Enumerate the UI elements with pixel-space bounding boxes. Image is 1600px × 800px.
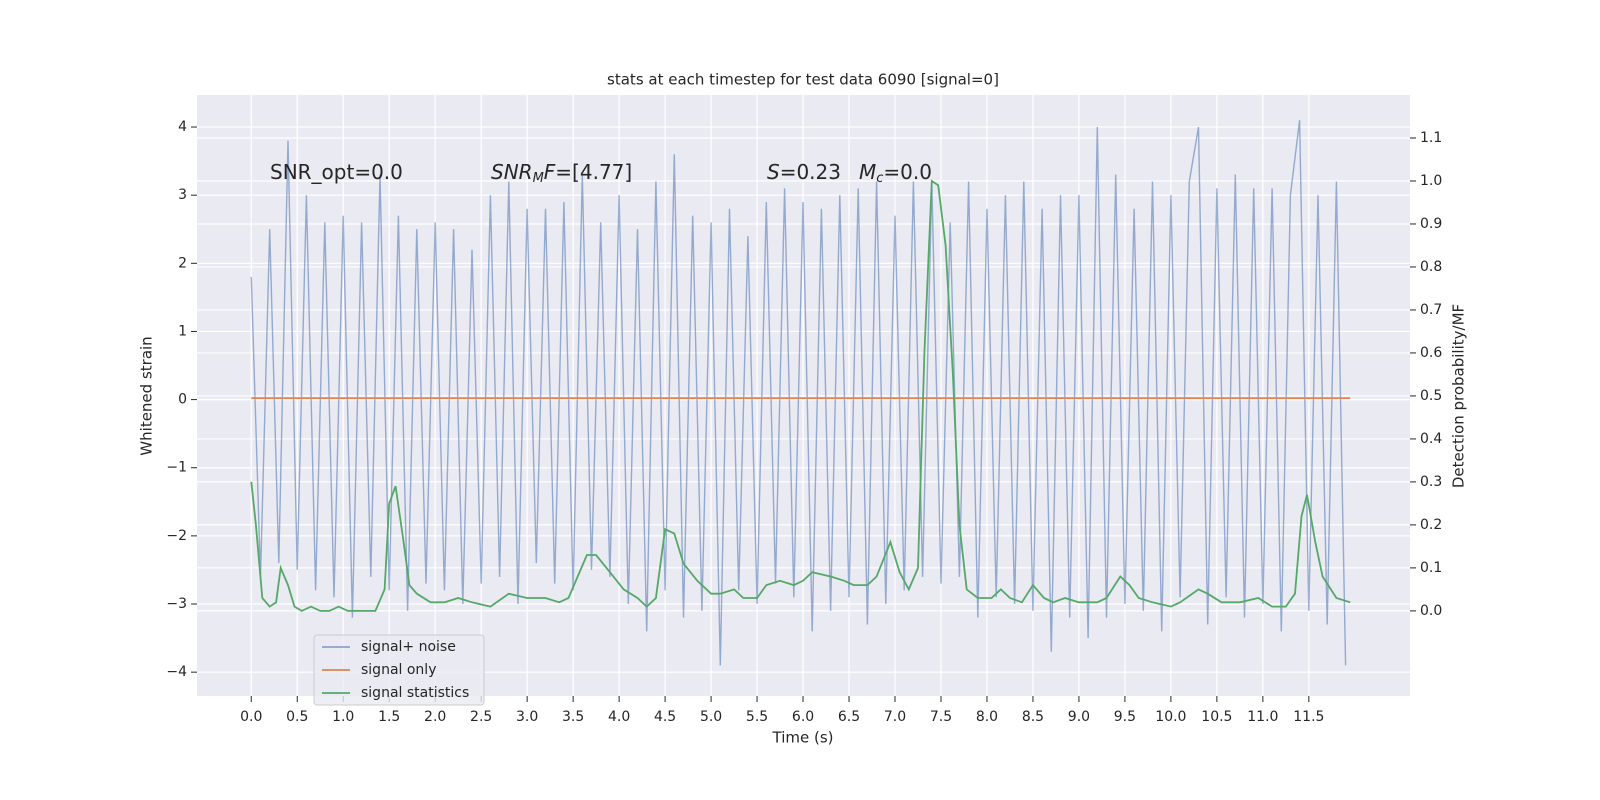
annotation-part: SNR	[491, 160, 533, 184]
y2-tick-label: 0.4	[1420, 431, 1442, 447]
y-tick-label: 2	[178, 255, 187, 271]
x-tick-label: 7.0	[884, 709, 906, 725]
y2-tick-label: 0.9	[1420, 216, 1442, 232]
y-tick-label: 0	[178, 392, 187, 408]
annotation-part: =0.23	[780, 160, 841, 184]
x-tick-label: 4.5	[654, 709, 676, 725]
annotation-part: SNR_opt=0.0	[270, 160, 403, 184]
y2-tick-label: 1.1	[1420, 130, 1442, 146]
annotation: SNRMF=[4.77]	[491, 160, 632, 186]
x-tick-label: 5.5	[746, 709, 768, 725]
legend-label: signal+ noise	[361, 639, 456, 655]
series-line	[250, 120, 1347, 666]
x-tick-label: 3.0	[516, 709, 538, 725]
annotation-part: M	[859, 160, 876, 184]
legend-label: signal only	[361, 662, 436, 678]
x-tick-label: 0.5	[286, 709, 308, 725]
annotation-part: M	[533, 171, 544, 186]
y2-tick-label: 1.0	[1420, 173, 1442, 189]
annotation-part: c	[876, 171, 883, 186]
x-tick-label: 7.5	[930, 709, 952, 725]
x-tick-label: 2.0	[424, 709, 446, 725]
y2-tick-label: 0.2	[1420, 517, 1442, 533]
x-axis-label: Time (s)	[772, 729, 834, 747]
x-tick-label: 5.0	[700, 709, 722, 725]
annotation-part: =[4.77]	[555, 160, 632, 184]
y2-axis-label: Detection probability/MF	[1450, 304, 1468, 488]
annotation-part: S	[767, 160, 780, 184]
y-axis-label: Whitened strain	[138, 336, 156, 455]
annotation: S=0.23	[767, 160, 841, 184]
annotation: Mc=0.0	[859, 160, 932, 186]
x-tick-label: 8.5	[1022, 709, 1044, 725]
y-tick-label: −4	[166, 664, 187, 680]
x-tick-label: 11.5	[1293, 709, 1324, 725]
legend-label: signal statistics	[361, 685, 469, 701]
annotation: SNR_opt=0.0	[270, 160, 403, 184]
x-tick-label: 11.0	[1247, 709, 1278, 725]
y2-tick-label: 0.0	[1420, 603, 1442, 619]
y2-tick-label: 0.3	[1420, 474, 1442, 490]
legend-box	[313, 634, 485, 706]
x-tick-label: 10.5	[1201, 709, 1232, 725]
x-tick-label: 6.5	[838, 709, 860, 725]
x-tick-label: 3.5	[562, 709, 584, 725]
x-tick-label: 4.0	[608, 709, 630, 725]
x-tick-label: 9.5	[1114, 709, 1136, 725]
annotation-part: =0.0	[883, 160, 932, 184]
y-tick-label: −2	[166, 528, 187, 544]
y-tick-label: −1	[166, 460, 187, 476]
x-tick-label: 6.0	[792, 709, 814, 725]
x-tick-label: 0.0	[240, 709, 262, 725]
annotation-part: F	[544, 160, 556, 184]
x-tick-label: 1.0	[332, 709, 354, 725]
x-tick-label: 10.0	[1155, 709, 1186, 725]
y2-tick-label: 0.8	[1420, 259, 1442, 275]
x-tick-label: 9.0	[1068, 709, 1090, 725]
y2-tick-label: 0.6	[1420, 345, 1442, 361]
y-tick-label: 1	[178, 323, 187, 339]
y2-tick-label: 0.7	[1420, 302, 1442, 318]
series-line	[250, 179, 1351, 612]
y2-tick-label: 0.1	[1420, 560, 1442, 576]
x-tick-label: 8.0	[976, 709, 998, 725]
chart-title: stats at each timestep for test data 609…	[607, 71, 999, 89]
y-tick-label: 4	[178, 119, 187, 135]
x-tick-label: 2.5	[470, 709, 492, 725]
x-tick-label: 1.5	[378, 709, 400, 725]
y-tick-label: −3	[166, 596, 187, 612]
y-tick-label: 3	[178, 187, 187, 203]
y2-tick-label: 0.5	[1420, 388, 1442, 404]
